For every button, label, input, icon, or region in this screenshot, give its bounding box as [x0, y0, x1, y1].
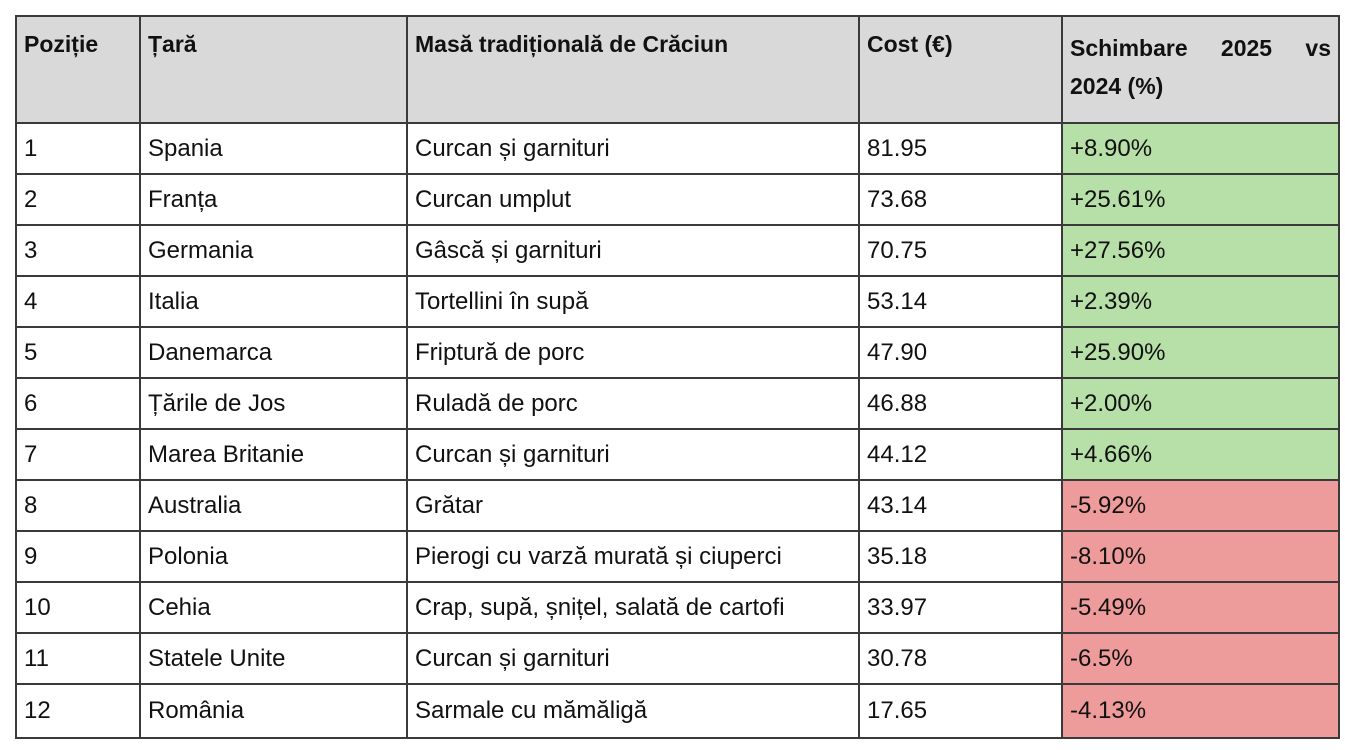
- table-cell: 81.95: [858, 122, 1063, 175]
- table-cell: 1: [15, 122, 141, 175]
- table-cell: Cehia: [139, 581, 408, 634]
- table-cell: Italia: [139, 275, 408, 328]
- table-cell: Tortellini în supă: [406, 275, 860, 328]
- table-row: 2 Franța Curcan umplut 73.68 +25.61%: [15, 173, 1340, 226]
- table-row: 9 Polonia Pierogi cu varză murată și ciupe…: [15, 530, 1340, 583]
- table-row: 8 Australia Grătar 43.14 -5.92%: [15, 479, 1340, 532]
- table-cell: 11: [15, 632, 141, 685]
- table-cell: 43.14: [858, 479, 1063, 532]
- table-cell: Australia: [139, 479, 408, 532]
- table-row: 3 Germania Gâscă și garnituri 70.75 +27.56%: [15, 224, 1340, 277]
- table-row: 10 Cehia Crap, supă, șnițel, salată de car…: [15, 581, 1340, 634]
- table-cell: 46.88: [858, 377, 1063, 430]
- table-cell: 12: [15, 683, 141, 739]
- table-container: Poziție Țară Masă tradițională de Crăciun C…: [15, 15, 1340, 739]
- table-cell: Curcan și garnituri: [406, 632, 860, 685]
- table-cell: Friptură de porc: [406, 326, 860, 379]
- table-cell: +2.39%: [1061, 275, 1340, 328]
- header-cell: Poziție: [15, 15, 141, 124]
- table-cell: Polonia: [139, 530, 408, 583]
- table-row: 12 România Sarmale cu mămăligă 17.65 -4.13%: [15, 683, 1340, 739]
- table-cell: 4: [15, 275, 141, 328]
- table-cell: 17.65: [858, 683, 1063, 739]
- table-body: 1 Spania Curcan și garnituri 81.95 +8.90% 2 Fr…: [15, 122, 1340, 739]
- table-row: 11 Statele Unite Curcan și garnituri 30.78-…: [15, 632, 1340, 685]
- table-cell: Grătar: [406, 479, 860, 532]
- header-row: Poziție Țară Masă tradițională de Crăciun C…: [15, 15, 1340, 124]
- table-cell: -8.10%: [1061, 530, 1340, 583]
- header-cell: Masă tradițională de Crăciun: [406, 15, 860, 124]
- table-cell: -5.49%: [1061, 581, 1340, 634]
- table-row: 5 Danemarca Friptură de porc 47.90 +25.90%: [15, 326, 1340, 379]
- table-cell: +25.61%: [1061, 173, 1340, 226]
- table-cell: Sarmale cu mămăligă: [406, 683, 860, 739]
- table-cell: +2.00%: [1061, 377, 1340, 430]
- table-cell: Țările de Jos: [139, 377, 408, 430]
- table-cell: 33.97: [858, 581, 1063, 634]
- header-cell: Țară: [139, 15, 408, 124]
- table: Poziție Țară Masă tradițională de Crăciun C…: [15, 15, 1340, 739]
- table-cell: 6: [15, 377, 141, 430]
- table-row: 6 Țările de Jos Ruladă de porc 46.88 +2.00%: [15, 377, 1340, 430]
- table-row: 4 Italia Tortellini în supă 53.14 +2.39%: [15, 275, 1340, 328]
- table-cell: 5: [15, 326, 141, 379]
- table-cell: -6.5%: [1061, 632, 1340, 685]
- table-cell: +25.90%: [1061, 326, 1340, 379]
- table-cell: +8.90%: [1061, 122, 1340, 175]
- table-cell: Ruladă de porc: [406, 377, 860, 430]
- table-cell: 53.14: [858, 275, 1063, 328]
- table-cell: 73.68: [858, 173, 1063, 226]
- table-cell: 7: [15, 428, 141, 481]
- table-cell: 8: [15, 479, 141, 532]
- table-cell: Pierogi cu varză murată și ciuperci: [406, 530, 860, 583]
- table-cell: 70.75: [858, 224, 1063, 277]
- table-cell: 47.90: [858, 326, 1063, 379]
- table-cell: Danemarca: [139, 326, 408, 379]
- table-cell: Spania: [139, 122, 408, 175]
- table-row: 1 Spania Curcan și garnituri 81.95 +8.90%: [15, 122, 1340, 175]
- table-cell: -5.92%: [1061, 479, 1340, 532]
- table-cell: Franța: [139, 173, 408, 226]
- table-row: 7 Marea Britanie Curcan și garnituri 44.12 +…: [15, 428, 1340, 481]
- table-cell: 30.78: [858, 632, 1063, 685]
- table-cell: 10: [15, 581, 141, 634]
- table-cell: Gâscă și garnituri: [406, 224, 860, 277]
- header-cell: Cost (€): [858, 15, 1063, 124]
- table-cell: 2: [15, 173, 141, 226]
- table-cell: Curcan umplut: [406, 173, 860, 226]
- table-cell: Curcan și garnituri: [406, 122, 860, 175]
- table-cell: Curcan și garnituri: [406, 428, 860, 481]
- table-cell: România: [139, 683, 408, 739]
- table-cell: 35.18: [858, 530, 1063, 583]
- table-cell: Statele Unite: [139, 632, 408, 685]
- table-cell: Crap, supă, șnițel, salată de cartofi: [406, 581, 860, 634]
- table-cell: -4.13%: [1061, 683, 1340, 739]
- table-cell: 44.12: [858, 428, 1063, 481]
- table-cell: Germania: [139, 224, 408, 277]
- table-cell: Marea Britanie: [139, 428, 408, 481]
- header-cell: Schimbare 2025 vs 2024 (%): [1061, 15, 1340, 124]
- table-cell: 9: [15, 530, 141, 583]
- table-cell: +4.66%: [1061, 428, 1340, 481]
- table-cell: +27.56%: [1061, 224, 1340, 277]
- table-cell: 3: [15, 224, 141, 277]
